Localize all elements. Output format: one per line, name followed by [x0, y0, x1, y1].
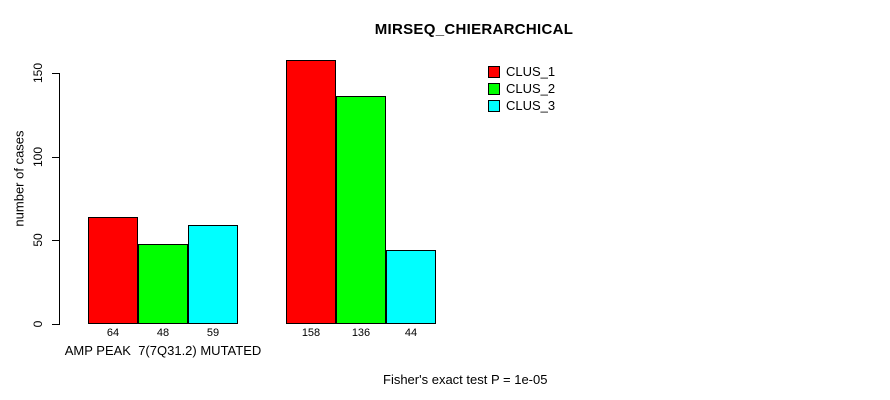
legend-label: CLUS_3	[506, 98, 556, 113]
bar-value-label: 158	[301, 327, 321, 339]
legend-label: CLUS_2	[506, 81, 556, 96]
y-tick-mark	[52, 240, 59, 242]
legend-swatch-clus_3	[488, 99, 500, 112]
legend-label: CLUS_1	[506, 64, 556, 79]
legend-row-clus_1: CLUS_1	[488, 63, 555, 80]
y-tick-label: 150	[31, 62, 45, 84]
bar-clus_1-group1	[88, 216, 138, 324]
x-group-label: AMP PEAK 7(7Q31.2) MUTATED	[64, 343, 262, 358]
bar-clus_2-group1	[138, 243, 188, 324]
y-tick-label: 0	[31, 320, 45, 328]
bar-clus_2-group2	[336, 96, 386, 324]
bar-value-label: 64	[106, 327, 120, 339]
y-tick-mark	[52, 73, 59, 74]
legend: CLUS_1 CLUS_2 CLUS_3	[488, 63, 555, 114]
y-tick-label: 50	[31, 233, 45, 248]
chart-title: MIRSEQ_CHIERARCHICAL	[374, 21, 574, 38]
bar-value-label: 44	[404, 327, 418, 339]
y-tick-mark	[52, 324, 59, 325]
legend-swatch-clus_2	[488, 82, 500, 95]
legend-row-clus_3: CLUS_3	[488, 97, 555, 114]
legend-row-clus_2: CLUS_2	[488, 80, 555, 97]
y-tick-label: 100	[31, 146, 45, 167]
footnote: Fisher's exact test P = 1e-05	[383, 372, 548, 387]
bar-value-label: 59	[206, 327, 220, 339]
y-axis-label: number of cases	[11, 130, 27, 227]
y-tick-mark	[52, 156, 59, 158]
bar-clus_3-group2	[386, 250, 436, 324]
bar-value-label: 136	[351, 327, 371, 339]
legend-swatch-clus_1	[488, 65, 500, 78]
y-axis-line	[59, 73, 60, 325]
bar-clus_1-group2	[286, 59, 336, 324]
bar-clus_3-group1	[188, 225, 238, 324]
bar-value-label: 48	[156, 327, 170, 339]
